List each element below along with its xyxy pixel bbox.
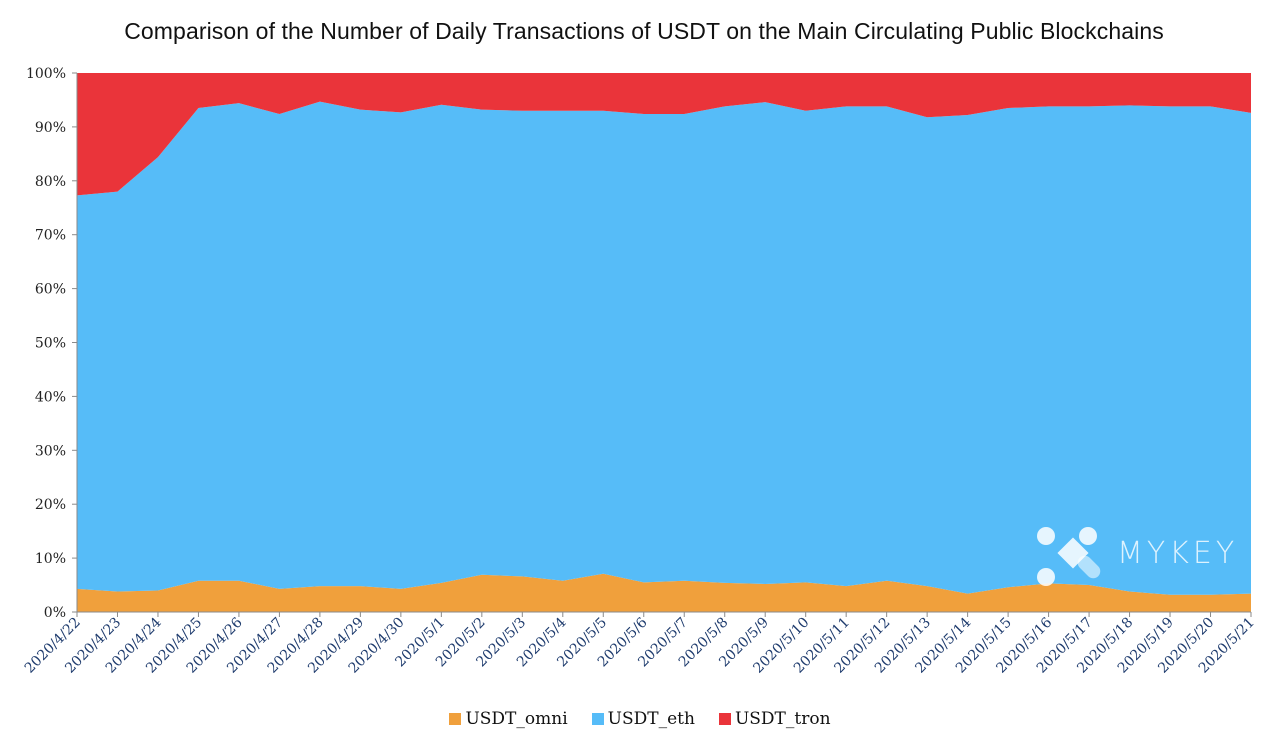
legend-item-USDT_omni: USDT_omni (449, 709, 568, 729)
y-tick-label: 30% (35, 443, 66, 459)
y-tick-label: 10% (35, 551, 66, 567)
legend-swatch (591, 713, 604, 725)
y-tick-label: 100% (26, 66, 66, 82)
y-tick-label: 90% (35, 120, 66, 136)
legend-item-USDT_eth: USDT_eth (591, 709, 695, 729)
y-tick-label: 20% (35, 497, 66, 513)
y-tick-label: 0% (44, 605, 66, 621)
legend-label: USDT_eth (607, 709, 695, 729)
y-tick-label: 70% (35, 228, 66, 244)
legend-label: USDT_tron (734, 709, 831, 729)
legend-swatch (449, 713, 462, 725)
x-axis-ticks: 2020/4/222020/4/232020/4/242020/4/252020… (22, 612, 1258, 677)
y-tick-label: 50% (35, 336, 66, 352)
legend-item-USDT_tron: USDT_tron (718, 709, 831, 729)
mykey-logo-icon (1037, 527, 1101, 586)
y-tick-label: 40% (35, 389, 66, 405)
y-tick-label: 80% (35, 174, 66, 190)
chart-title: Comparison of the Number of Daily Transa… (124, 18, 1164, 44)
y-axis-ticks: 0% 10% 20% 30% 40% 50% 60% 70% 80% 90% 100% (26, 66, 77, 621)
legend-swatch (718, 713, 731, 725)
legend-label: USDT_omni (465, 709, 568, 729)
watermark-text: MYKEY (1117, 536, 1239, 571)
legend: USDT_omni USDT_eth USDT_tron (0, 709, 1280, 729)
area-series-USDT_omni (77, 573, 1251, 612)
area-series-USDT_eth (77, 101, 1251, 595)
area-layers (77, 73, 1251, 612)
area-series-USDT_tron (77, 73, 1251, 196)
y-tick-label: 60% (35, 282, 66, 298)
